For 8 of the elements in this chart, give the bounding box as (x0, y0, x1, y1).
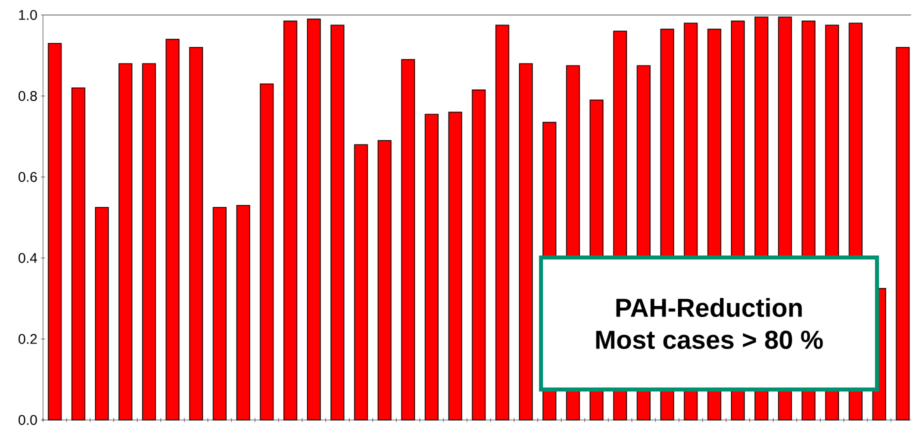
y-tick-label: 0.6 (18, 172, 37, 182)
annotation: PAH-Reduction (616, 298, 802, 318)
annotation: Most cases > 80 % (596, 330, 823, 350)
y-tick-label: 0.2 (18, 334, 37, 344)
y-tick-label: 0.8 (18, 91, 37, 101)
y-tick-label: 0.4 (18, 253, 38, 263)
y-tick-label: 1.0 (19, 10, 37, 20)
y-tick-label: 0.0 (18, 415, 37, 425)
